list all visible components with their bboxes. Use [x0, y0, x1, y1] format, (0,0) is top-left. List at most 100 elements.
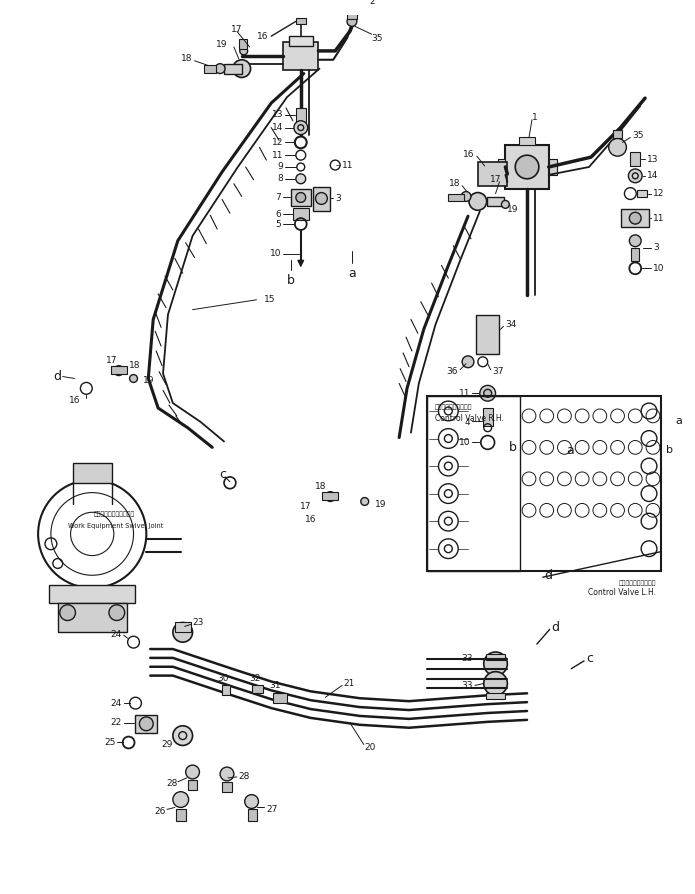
Text: a: a: [676, 416, 682, 426]
Circle shape: [140, 717, 153, 730]
Bar: [136, 715, 157, 733]
Text: 12: 12: [653, 189, 664, 198]
Text: 37: 37: [493, 367, 504, 376]
Text: 10: 10: [653, 264, 664, 273]
Circle shape: [630, 212, 641, 224]
Bar: [621, 209, 649, 227]
Circle shape: [294, 121, 308, 134]
Text: Control Valve R.H.: Control Valve R.H.: [434, 414, 503, 423]
Text: 11: 11: [459, 389, 470, 398]
Text: 33: 33: [461, 681, 473, 690]
Text: 35: 35: [372, 34, 383, 43]
Text: 36: 36: [447, 367, 458, 376]
Circle shape: [114, 366, 124, 375]
Bar: [293, 208, 309, 220]
Text: 17: 17: [106, 357, 117, 366]
Text: 11: 11: [272, 151, 283, 160]
Circle shape: [484, 652, 507, 676]
Text: 16: 16: [69, 396, 80, 405]
Circle shape: [484, 389, 491, 397]
Text: d: d: [53, 370, 61, 383]
Bar: [204, 64, 216, 72]
Circle shape: [361, 498, 368, 505]
Circle shape: [245, 795, 259, 808]
Circle shape: [129, 375, 138, 383]
Text: 31: 31: [269, 681, 281, 690]
Text: 18: 18: [449, 179, 460, 189]
Circle shape: [186, 765, 199, 779]
Circle shape: [296, 173, 306, 184]
Circle shape: [347, 16, 357, 26]
Text: 付属スイベルジョイント: 付属スイベルジョイント: [95, 511, 136, 517]
Bar: [188, 780, 197, 789]
Text: 30: 30: [217, 674, 229, 683]
Bar: [58, 603, 126, 632]
Circle shape: [233, 60, 251, 78]
Text: 12: 12: [272, 138, 283, 147]
Text: 3: 3: [653, 243, 659, 252]
Bar: [176, 809, 186, 822]
Text: 34: 34: [505, 320, 517, 329]
Text: 14: 14: [272, 123, 283, 132]
Text: 18: 18: [181, 55, 193, 63]
Circle shape: [109, 604, 124, 620]
Text: 16: 16: [464, 149, 475, 159]
Circle shape: [484, 671, 507, 696]
Text: 11: 11: [342, 161, 354, 170]
Circle shape: [325, 492, 335, 502]
Bar: [72, 463, 112, 483]
Circle shape: [461, 191, 471, 201]
Bar: [224, 63, 242, 73]
Circle shape: [480, 385, 496, 401]
Text: 6: 6: [275, 210, 281, 219]
Bar: [289, 36, 313, 46]
Text: 27: 27: [266, 805, 278, 814]
Text: 2: 2: [370, 0, 375, 6]
Text: 14: 14: [647, 172, 658, 181]
Bar: [247, 809, 257, 822]
Text: 7: 7: [275, 193, 281, 202]
Text: 11: 11: [653, 214, 664, 223]
Text: 17: 17: [300, 502, 311, 510]
Circle shape: [60, 604, 76, 620]
Circle shape: [173, 622, 193, 642]
Text: 24: 24: [111, 629, 122, 639]
Circle shape: [469, 192, 486, 210]
Text: 19: 19: [143, 376, 155, 385]
Text: 28: 28: [166, 780, 178, 789]
Text: 25: 25: [104, 738, 116, 747]
Circle shape: [628, 169, 642, 182]
Bar: [347, 12, 357, 20]
Bar: [252, 686, 263, 694]
Circle shape: [240, 47, 247, 55]
Bar: [631, 248, 639, 261]
Text: 9: 9: [277, 163, 283, 172]
Circle shape: [630, 235, 641, 247]
Bar: [498, 159, 505, 175]
Text: c: c: [219, 468, 226, 481]
Bar: [486, 654, 505, 660]
Text: 17: 17: [490, 175, 501, 184]
Bar: [448, 194, 464, 201]
Circle shape: [515, 156, 539, 179]
Circle shape: [609, 139, 626, 156]
Bar: [296, 19, 306, 24]
Text: a: a: [348, 266, 356, 280]
Text: 3: 3: [335, 194, 341, 203]
Bar: [111, 366, 126, 374]
Text: 23: 23: [193, 618, 204, 627]
Text: 18: 18: [129, 361, 140, 370]
Bar: [478, 162, 507, 186]
Text: 17: 17: [231, 25, 243, 34]
Circle shape: [173, 792, 188, 807]
Text: 1: 1: [532, 114, 538, 122]
Text: 18: 18: [315, 482, 326, 491]
Circle shape: [220, 767, 234, 780]
Bar: [239, 39, 247, 49]
Text: 35: 35: [632, 131, 644, 140]
Bar: [427, 396, 520, 571]
Text: d: d: [545, 569, 553, 582]
Text: 29: 29: [161, 740, 173, 749]
Circle shape: [296, 192, 306, 202]
Text: 19: 19: [375, 500, 386, 509]
